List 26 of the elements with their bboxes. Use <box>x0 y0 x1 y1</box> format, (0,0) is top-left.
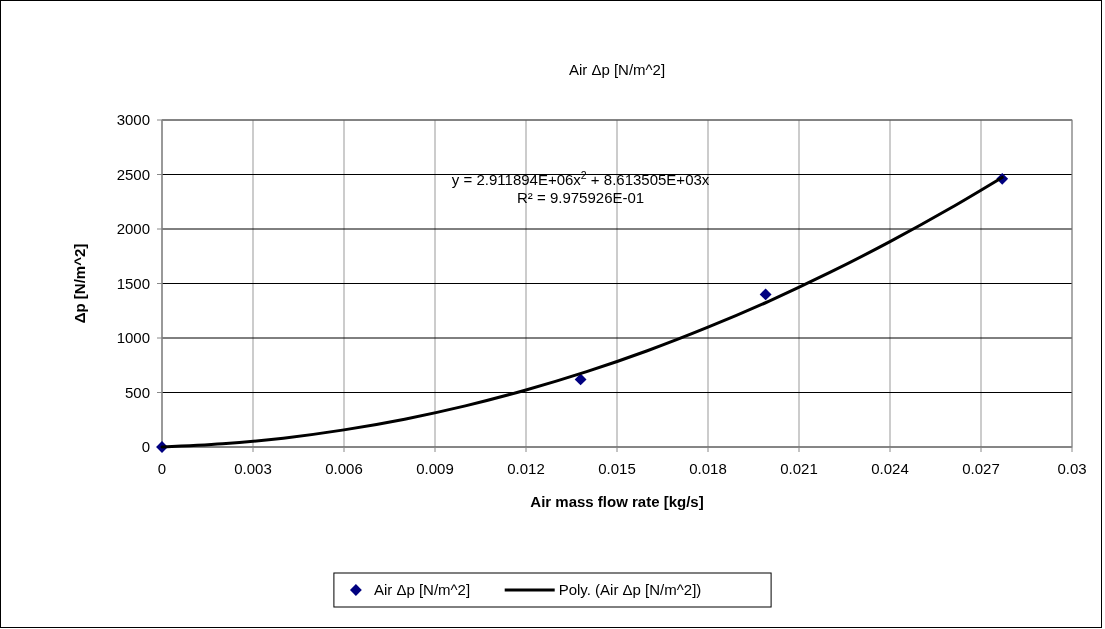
point <box>759 288 772 301</box>
x-tick-label: 0.021 <box>780 460 818 477</box>
y-tick-label: 2500 <box>116 165 150 183</box>
x-tick-label: 0.027 <box>962 460 1000 477</box>
legend-label: Poly. (Air Δp [N/m^2]) <box>558 581 702 598</box>
x-tick-label: 0.009 <box>416 460 454 477</box>
y-tick-label: 1000 <box>116 329 150 346</box>
x-tick-label: 0.018 <box>689 460 727 477</box>
y-axis-title: Δp [N/m^2] <box>71 243 88 324</box>
x-axis-title: Air mass flow rate [kg/s] <box>530 493 704 510</box>
x-tick-label: 0.012 <box>507 460 545 477</box>
x-tick-label: 0.03 <box>1057 460 1087 477</box>
x-tick-label: 0.024 <box>871 460 909 477</box>
x-tick-label: 0.003 <box>234 460 272 477</box>
y-tick-label: 3000 <box>116 111 150 128</box>
x-tick-label: 0 <box>157 460 167 477</box>
chart-title: Air Δp [N/m^2] <box>568 61 666 78</box>
point <box>574 373 587 386</box>
y-tick-label: 500 <box>124 383 150 401</box>
annotation: R² = 9.975926E-01 <box>517 189 645 206</box>
y-tick-label: 1500 <box>116 274 150 292</box>
x-tick-label: 0.015 <box>598 460 636 477</box>
legend-label: Air Δp [N/m^2] <box>373 581 471 598</box>
x-tick-label: 0.006 <box>325 460 363 477</box>
y-tick-label: 2000 <box>116 220 150 237</box>
y-tick-label: 0 <box>141 438 150 455</box>
